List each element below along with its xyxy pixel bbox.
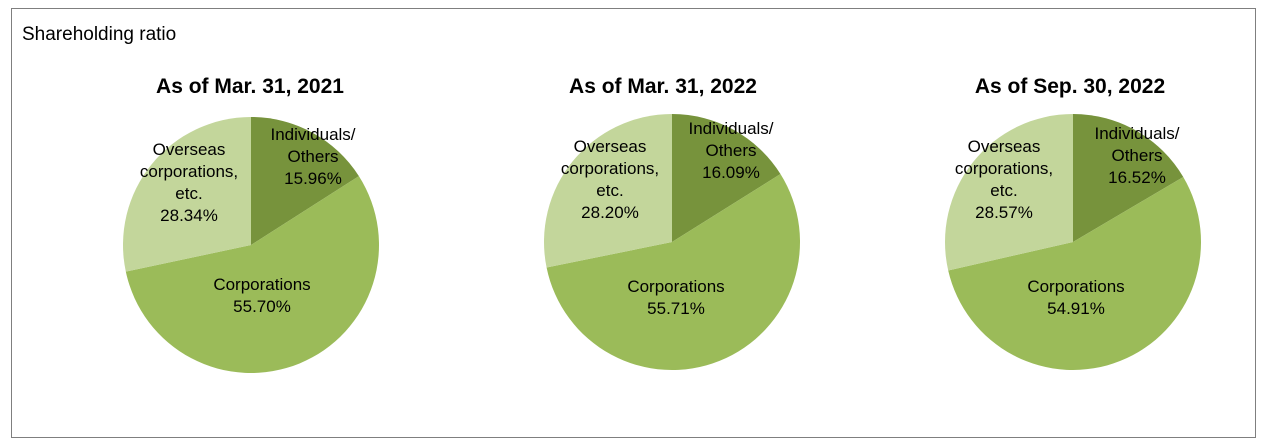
pie-3-label-overseas-corporations: Overseas corporations, etc. 28.57% <box>955 137 1053 222</box>
pie-1-slice-corporations <box>125 176 380 374</box>
pie-1-label-overseas-corporations: Overseas corporations, etc. 28.34% <box>140 140 238 225</box>
pie-3-label-individuals-others: Individuals/Others 16.52% <box>1094 124 1179 187</box>
pie-chart-2-title: As of Mar. 31, 2022 <box>569 75 757 98</box>
pie-2-slice-overseas-corporations <box>544 114 672 268</box>
pie-3-label-corporations: Corporations 54.91% <box>1027 277 1124 318</box>
pie-2-label-corporations: Corporations 55.71% <box>627 277 724 318</box>
pie-3-slice-individuals-others <box>1073 114 1184 242</box>
pie-3-slice-corporations <box>948 176 1202 370</box>
pie-2-slice-corporations <box>546 174 801 371</box>
pie-charts: Individuals/Others 15.96% Corporations 55.7… <box>123 114 1202 374</box>
pie-2-slice-individuals-others <box>672 114 781 242</box>
pie-2-label-individuals-others: Individuals/Others 16.09% <box>688 119 773 182</box>
pie-1-slice-individuals-others <box>251 117 359 245</box>
pie-1-label-corporations: Corporations 55.70% <box>213 275 310 316</box>
pie-chart-3-title: As of Sep. 30, 2022 <box>974 75 1166 98</box>
section-title: Shareholding ratio <box>22 24 177 45</box>
pie-1-slice-overseas-corporations <box>123 117 251 272</box>
pie-chart-1-title: As of Mar. 31, 2021 <box>156 75 344 98</box>
pie-3-slice-overseas-corporations <box>945 114 1073 271</box>
pie-2-label-overseas-corporations: Overseas corporations, etc. 28.20% <box>561 137 659 222</box>
pie-1-label-individuals-others: Individuals/Others 15.96% <box>270 125 355 188</box>
